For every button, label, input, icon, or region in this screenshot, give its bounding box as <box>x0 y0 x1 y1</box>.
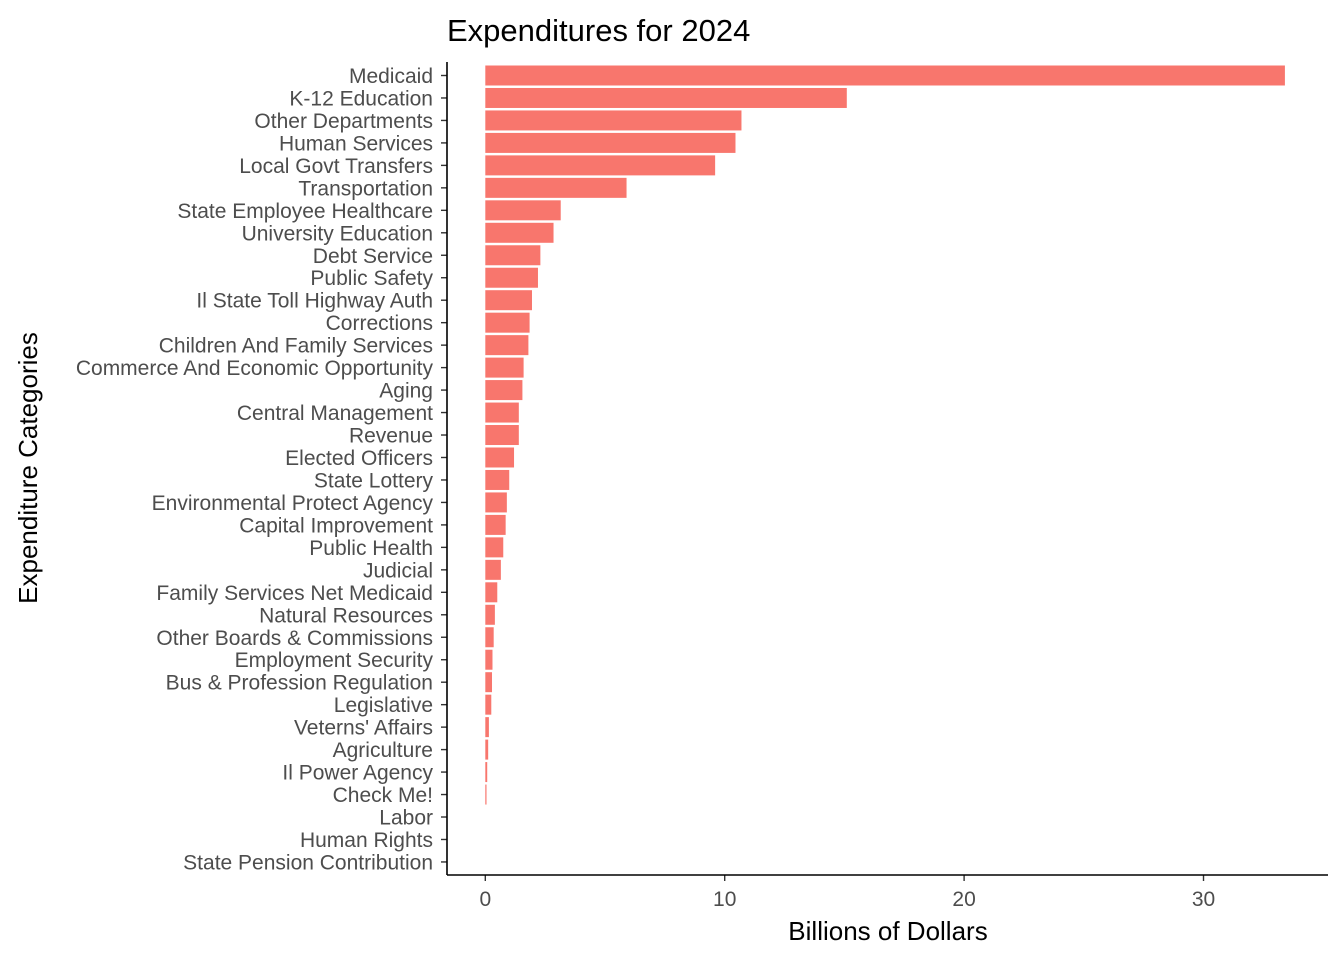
bars-group <box>485 65 1285 805</box>
bar <box>485 335 529 356</box>
category-label: Veterns' Affairs <box>294 717 433 740</box>
bar <box>485 762 488 783</box>
category-label: Il State Toll Highway Auth <box>196 290 433 313</box>
x-axis-ticks: 0 10 20 30 <box>479 875 1215 911</box>
bar <box>485 739 489 760</box>
category-label: Natural Resources <box>259 604 433 627</box>
category-label: Aging <box>379 380 433 403</box>
bar <box>485 132 736 153</box>
bar <box>485 312 530 333</box>
bar <box>485 290 532 311</box>
bar <box>485 514 506 535</box>
bar <box>485 200 561 221</box>
bar <box>485 537 504 558</box>
bar <box>485 245 541 266</box>
bar <box>485 604 495 625</box>
category-label: Bus & Profession Regulation <box>166 672 433 695</box>
category-label: Public Health <box>309 537 433 560</box>
x-tick-label: 10 <box>713 888 736 911</box>
bar <box>485 177 627 198</box>
bar <box>485 110 742 131</box>
category-label: K-12 Education <box>289 87 433 110</box>
chart-title: Expenditures for 2024 <box>447 13 750 48</box>
category-label: Capital Improvement <box>239 514 433 537</box>
bar <box>485 582 498 603</box>
category-label: State Lottery <box>314 469 434 492</box>
category-label: University Education <box>242 222 433 245</box>
bar <box>485 784 487 805</box>
category-label: Medicaid <box>349 65 433 88</box>
category-label: Human Rights <box>300 829 433 852</box>
bar <box>485 267 538 288</box>
category-label: Family Services Net Medicaid <box>156 582 433 605</box>
x-tick-label: 30 <box>1192 888 1215 911</box>
category-label: Transportation <box>298 177 433 200</box>
category-label: Agriculture <box>333 739 433 762</box>
bar <box>485 649 493 670</box>
bar <box>485 717 489 738</box>
y-axis-title: Expenditure Categories <box>13 332 43 604</box>
category-label: State Pension Contribution <box>183 851 433 874</box>
bar <box>485 469 510 490</box>
category-label: Debt Service <box>313 245 433 268</box>
category-label: Central Management <box>237 402 433 425</box>
category-label: Commerce And Economic Opportunity <box>76 357 434 380</box>
bar <box>485 425 519 446</box>
category-label: Human Services <box>279 132 433 155</box>
category-label: Il Power Agency <box>282 762 433 785</box>
bar <box>485 380 523 401</box>
x-tick-label: 20 <box>952 888 975 911</box>
category-label: Check Me! <box>333 784 433 807</box>
x-axis-title: Billions of Dollars <box>788 916 987 946</box>
bar <box>485 492 507 513</box>
bar <box>485 672 493 693</box>
category-label: Legislative <box>334 694 433 717</box>
bar <box>485 357 524 378</box>
bar <box>485 155 716 176</box>
category-label: Corrections <box>326 312 433 335</box>
category-label: Other Departments <box>254 110 433 133</box>
category-label: Elected Officers <box>285 447 433 470</box>
bar <box>485 402 519 423</box>
bar <box>485 559 501 580</box>
category-label: Labor <box>379 807 433 830</box>
bar <box>485 627 494 648</box>
bar <box>485 65 1285 86</box>
category-label: Other Boards & Commissions <box>156 627 433 650</box>
bar <box>485 694 492 715</box>
category-label: Local Govt Transfers <box>239 155 433 178</box>
category-label: Children And Family Services <box>159 335 433 358</box>
category-label: Public Safety <box>310 267 433 290</box>
category-label: State Employee Healthcare <box>177 200 433 223</box>
category-label: Judicial <box>363 559 433 582</box>
category-label: Environmental Protect Agency <box>152 492 434 515</box>
x-tick-label: 0 <box>479 888 491 911</box>
bar <box>485 447 515 468</box>
bar <box>485 222 554 243</box>
category-label: Revenue <box>349 425 433 448</box>
bar <box>485 87 847 108</box>
category-label: Employment Security <box>235 649 434 672</box>
